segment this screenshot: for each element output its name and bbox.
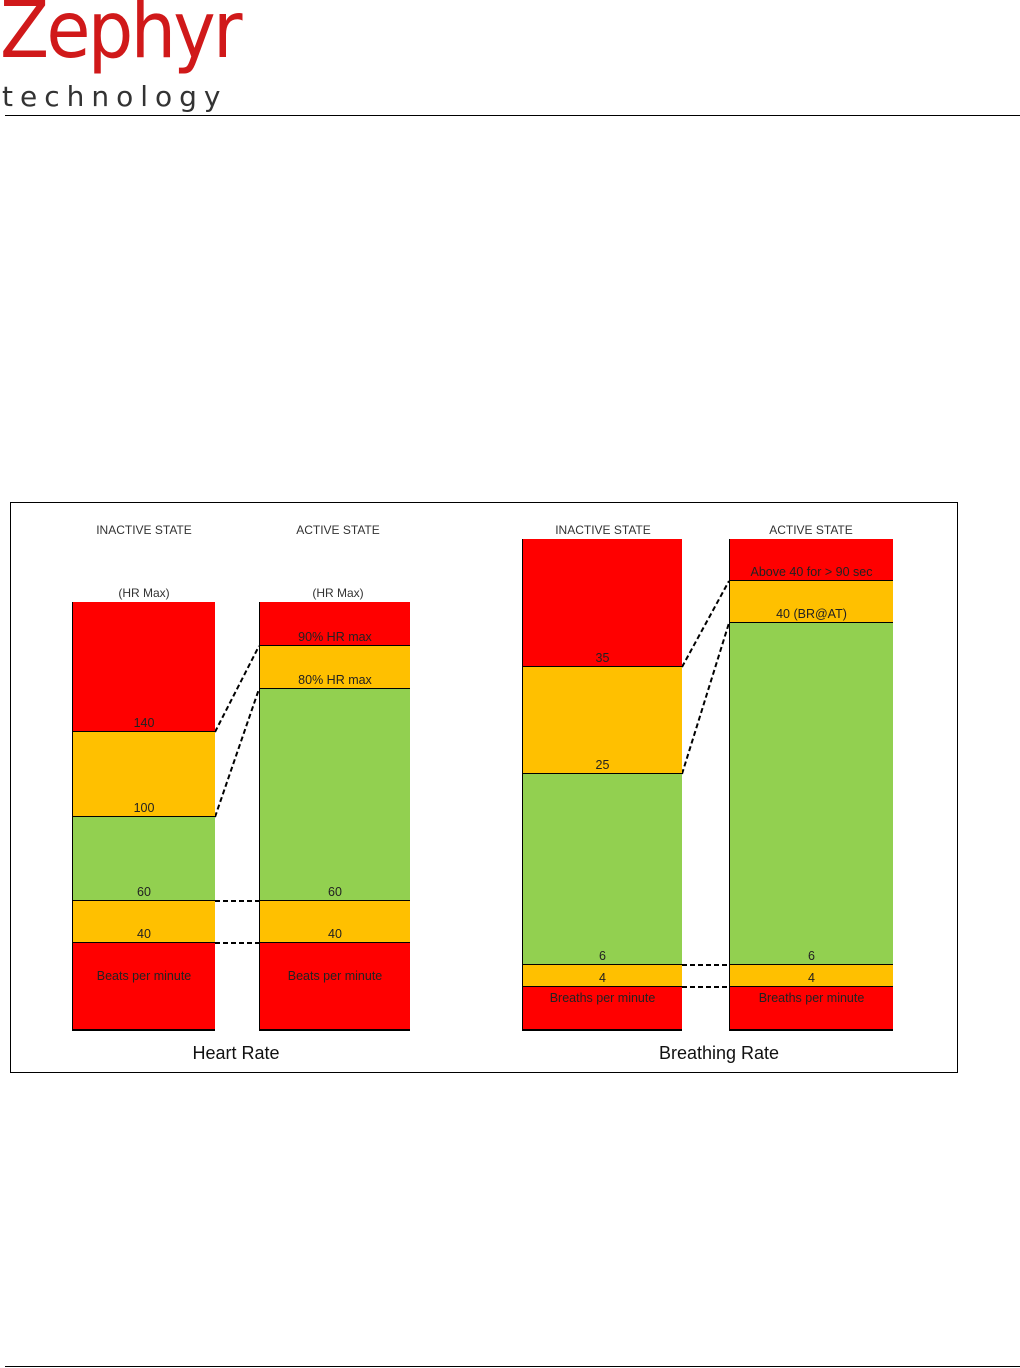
- band-label: 6: [808, 949, 815, 963]
- logo-tagline: technology: [2, 80, 228, 113]
- hr-active-heading: ACTIVE STATE: [296, 523, 380, 537]
- band-label: Beats per minute: [96, 969, 192, 983]
- br-inactive-band: 4: [522, 965, 682, 988]
- connector-lines: [214, 580, 730, 988]
- br-inactive-band: Breaths per minute: [522, 987, 682, 1031]
- br-active-band: 4: [729, 965, 893, 988]
- band-label: 4: [808, 971, 815, 985]
- br-inactive-heading: INACTIVE STATE: [555, 523, 651, 537]
- dashed-connector: [214, 688, 260, 818]
- header-divider: [5, 115, 1020, 116]
- br-active-heading: ACTIVE STATE: [769, 523, 853, 537]
- logo-wordmark: Zephyr: [0, 0, 243, 76]
- band-label: 35: [595, 651, 610, 665]
- footer-divider: [5, 1366, 1020, 1367]
- alert-zones-figure: INACTIVE STATE (HR Max) ACTIVE STATE (HR…: [10, 502, 958, 1073]
- hr-active-band: 60: [259, 689, 410, 902]
- hr-active-subheading: (HR Max): [312, 586, 364, 600]
- band-label: 6: [599, 949, 606, 963]
- br-active-band: Breaths per minute: [729, 987, 893, 1031]
- hr-inactive-heading: INACTIVE STATE: [96, 523, 192, 537]
- band-label: Breaths per minute: [549, 991, 656, 1005]
- hr-active-band: 80% HR max: [259, 646, 410, 690]
- br-inactive-band: 35: [522, 539, 682, 668]
- band-label: 100: [133, 801, 155, 815]
- hr-inactive-band: 100: [72, 732, 215, 818]
- band-label: 90% HR max: [298, 630, 372, 644]
- band-label: 80% HR max: [298, 673, 372, 687]
- band-label: 60: [137, 885, 151, 899]
- band-label: Breaths per minute: [758, 991, 865, 1005]
- hr-active-band: 90% HR max: [259, 602, 410, 647]
- dashed-connector: [214, 645, 260, 733]
- band-label: 25: [595, 758, 610, 772]
- band-label: 40 (BR@AT): [776, 607, 847, 621]
- br-active-band: 40 (BR@AT): [729, 581, 893, 624]
- hr-inactive-band: 140: [72, 602, 215, 733]
- band-label: Beats per minute: [287, 969, 383, 983]
- hr-active-band: Beats per minute: [259, 943, 410, 1031]
- band-label: 4: [599, 971, 606, 985]
- band-label: 60: [328, 885, 342, 899]
- hr-inactive-band: 40: [72, 901, 215, 944]
- hr-inactive-band: Beats per minute: [72, 943, 215, 1031]
- hr-inactive-band: 60: [72, 817, 215, 902]
- br-active-band: 6: [729, 623, 893, 966]
- br-inactive-band: 6: [522, 774, 682, 966]
- heart-rate-title: Heart Rate: [192, 1043, 280, 1063]
- br-active-band: Above 40 for > 90 sec: [729, 539, 893, 582]
- hr-active-band: 40: [259, 901, 410, 944]
- hr-inactive-subheading: (HR Max): [118, 586, 170, 600]
- band-label: Above 40 for > 90 sec: [750, 565, 873, 579]
- band-label: 140: [133, 716, 155, 730]
- dashed-connector: [681, 580, 730, 668]
- dashed-connector: [681, 622, 730, 775]
- band-label: 40: [137, 927, 151, 941]
- breathing-rate-title: Breathing Rate: [658, 1043, 780, 1063]
- br-inactive-band: 25: [522, 667, 682, 775]
- band-label: 40: [328, 927, 342, 941]
